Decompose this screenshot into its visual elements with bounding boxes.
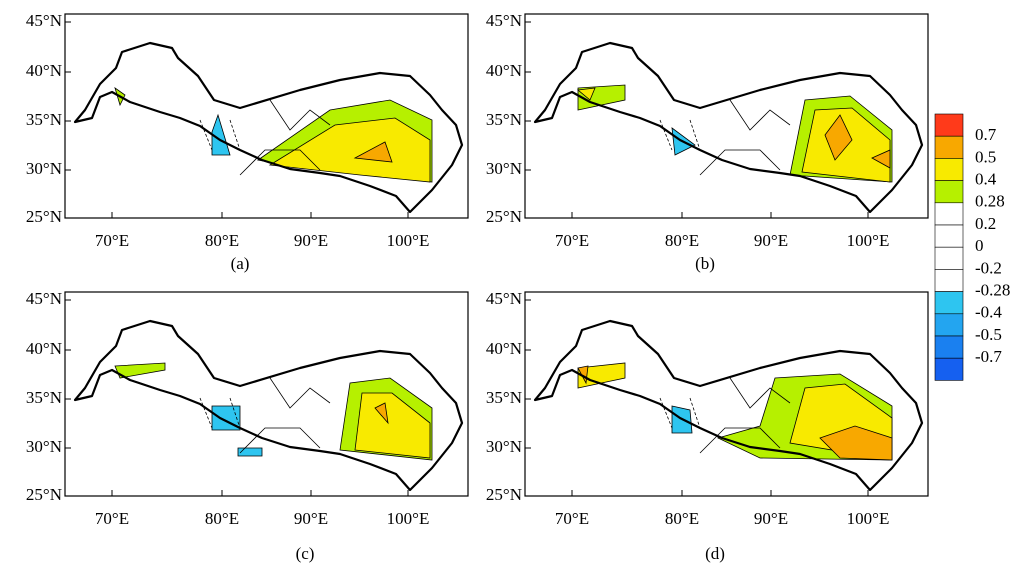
colorbar: 0.7 0.5 0.4 0.28 0.2 0 -0.2 -0.28 -0.4 -0.5 -0.7	[934, 113, 1010, 381]
colorbar-box	[934, 113, 964, 137]
lon-label: 70°E	[555, 231, 589, 250]
contour-line	[729, 377, 791, 409]
contour-fill	[211, 113, 231, 156]
panel-label: (d)	[705, 544, 725, 563]
panel-label: (c)	[296, 544, 315, 563]
contour-line	[239, 149, 321, 176]
colorbar-label: 0.2	[975, 214, 996, 233]
colorbar-box	[934, 313, 964, 337]
contour-line	[699, 427, 781, 454]
map-frame	[64, 291, 469, 497]
lat-label: 45°N	[486, 289, 522, 308]
colorbar-box	[934, 224, 964, 248]
colorbar-label: 0.7	[975, 125, 997, 144]
panel-label: (b)	[695, 254, 715, 273]
colorbar-box	[934, 269, 964, 292]
lat-label: 25°N	[26, 485, 62, 504]
contour-line	[269, 377, 331, 409]
contour-fill	[824, 114, 853, 161]
colorbar-box	[934, 335, 964, 359]
lon-label: 80°E	[205, 231, 239, 250]
lon-label: 100°E	[847, 509, 890, 528]
colorbar-box	[934, 291, 964, 315]
lon-label: 80°E	[665, 231, 699, 250]
contour-line	[659, 397, 701, 429]
panel-label: (a)	[231, 254, 250, 273]
colorbar-box	[934, 135, 964, 159]
lat-label: 30°N	[26, 437, 62, 456]
map-frame	[524, 13, 929, 219]
lon-label: 80°E	[205, 509, 239, 528]
lat-label: 45°N	[486, 11, 522, 30]
colorbar-label: -0.28	[975, 281, 1010, 300]
colorbar-label: 0.28	[975, 192, 1005, 211]
contour-fill	[819, 425, 893, 461]
lat-label: 40°N	[486, 339, 522, 358]
contour-line	[729, 99, 791, 131]
colorbar-label: 0.4	[975, 170, 997, 189]
lat-label: 35°N	[26, 110, 62, 129]
contour-fill	[871, 149, 891, 169]
colorbar-label: -0.2	[975, 258, 1002, 277]
lon-label: 90°E	[294, 231, 328, 250]
contour-line	[269, 99, 331, 131]
lon-label: 100°E	[387, 509, 430, 528]
colorbar-box	[934, 357, 964, 381]
lat-label: 25°N	[486, 207, 522, 226]
contour-fill	[577, 87, 596, 101]
contour-line	[199, 119, 241, 151]
lon-label: 80°E	[665, 509, 699, 528]
colorbar-box	[934, 158, 964, 181]
colorbar-label: -0.5	[975, 325, 1002, 344]
lat-label: 45°N	[26, 11, 62, 30]
lat-label: 30°N	[486, 159, 522, 178]
lon-label: 100°E	[847, 231, 890, 250]
lat-label: 35°N	[486, 110, 522, 129]
contour-fill	[577, 362, 626, 389]
map-frame	[64, 13, 469, 219]
contour-fill	[353, 141, 393, 163]
lon-label: 70°E	[95, 231, 129, 250]
lat-label: 35°N	[26, 388, 62, 407]
colorbar-label: -0.7	[975, 347, 1002, 366]
colorbar-box	[934, 180, 964, 204]
lat-label: 45°N	[26, 289, 62, 308]
map-panel: 45°N 40°N 35°N 30°N 25°N 70°E 80°E 90°E 100°E (b)	[486, 11, 929, 273]
lon-label: 90°E	[754, 509, 788, 528]
lat-label: 30°N	[486, 437, 522, 456]
contour-line	[239, 427, 321, 454]
contour-fill	[374, 402, 389, 425]
colorbar-label: -0.4	[975, 303, 1002, 322]
map-panel: 45°N 40°N 35°N 30°N 25°N 70°E 80°E 90°E 100°E (a)	[26, 11, 469, 273]
lon-label: 90°E	[754, 231, 788, 250]
lat-label: 30°N	[26, 159, 62, 178]
colorbar-label: 0	[975, 236, 984, 255]
lat-label: 40°N	[486, 61, 522, 80]
contour-line	[659, 119, 701, 151]
contour-line	[699, 149, 781, 176]
colorbar-label: 0.5	[975, 147, 996, 166]
lon-label: 70°E	[95, 509, 129, 528]
lon-label: 100°E	[387, 231, 430, 250]
lat-label: 40°N	[26, 61, 62, 80]
contour-fill	[237, 447, 263, 457]
contour-fill	[268, 117, 431, 183]
lat-label: 35°N	[486, 388, 522, 407]
lon-label: 90°E	[294, 509, 328, 528]
map-panel: 45°N 40°N 35°N 30°N 25°N 70°E 80°E 90°E 100°E (c)	[26, 289, 469, 563]
lon-label: 70°E	[555, 509, 589, 528]
contour-fill	[354, 392, 431, 459]
colorbar-box	[934, 246, 964, 270]
lat-label: 25°N	[486, 485, 522, 504]
lat-label: 25°N	[26, 207, 62, 226]
map-panel: 45°N 40°N 35°N 30°N 25°N 70°E 80°E 90°E 100°E (d)	[486, 289, 929, 563]
lat-label: 40°N	[26, 339, 62, 358]
map-frame	[524, 291, 929, 497]
contour-line	[199, 397, 241, 429]
colorbar-box	[934, 202, 964, 226]
